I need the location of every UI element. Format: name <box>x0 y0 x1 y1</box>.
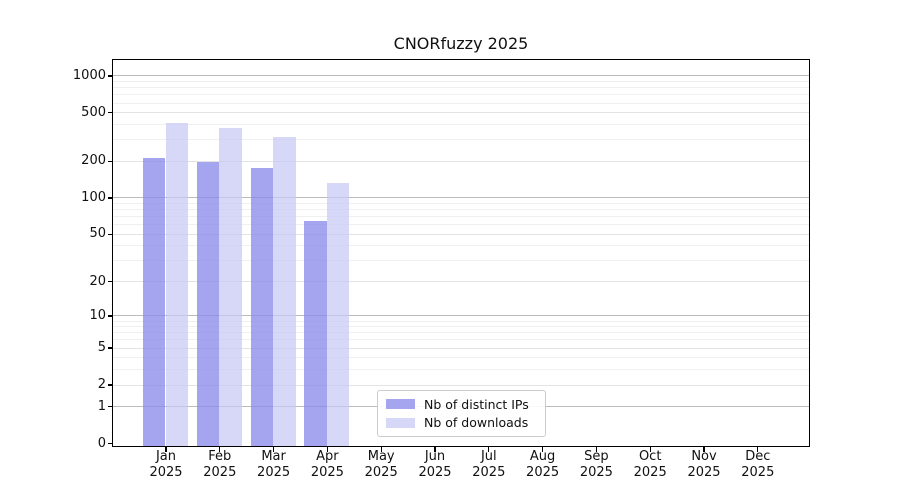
legend: Nb of distinct IPs Nb of downloads <box>377 390 546 437</box>
x-tick-label: Jul 2025 <box>472 449 506 480</box>
y-tick-mark <box>108 75 113 77</box>
y-gridline-minor <box>113 209 809 211</box>
y-tick-label: 20 <box>89 273 106 289</box>
y-tick-mark <box>108 280 113 283</box>
x-tick-mark <box>703 447 705 452</box>
y-gridline-major <box>113 315 809 317</box>
bar-downloads-mar <box>273 137 296 446</box>
y-gridline-minor <box>113 260 809 262</box>
y-tick-label: 0 <box>97 435 106 451</box>
x-tick-label: Apr 2025 <box>310 449 344 480</box>
y-gridline-minor <box>113 320 809 322</box>
plot-area <box>112 59 810 447</box>
bar-downloads-jan <box>165 123 189 446</box>
legend-item-distinct-ips: Nb of distinct IPs <box>386 397 537 412</box>
y-tick-label: 2 <box>97 377 106 393</box>
x-tick-mark <box>541 447 544 452</box>
x-tick-label: Sep 2025 <box>579 449 613 480</box>
bar-distinct-ips-apr <box>304 220 327 446</box>
y-gridline-minor <box>113 81 809 83</box>
y-tick-mark <box>108 233 113 235</box>
y-gridline-minor <box>113 87 809 89</box>
y-gridline-major <box>113 197 809 199</box>
y-tick-mark <box>108 112 113 114</box>
y-gridline-major <box>113 75 809 77</box>
chart-title: CNORfuzzy 2025 <box>393 34 529 53</box>
legend-swatch-downloads <box>386 417 415 428</box>
legend-swatch-distinct-ips <box>386 399 415 410</box>
y-gridline-minor <box>113 369 809 371</box>
y-gridline-minor <box>113 357 809 359</box>
bar-downloads-feb <box>219 128 242 446</box>
x-tick-mark <box>272 447 275 452</box>
y-tick-mark <box>108 160 113 163</box>
y-tick-label: 10 <box>89 307 106 323</box>
x-tick-label: Nov 2025 <box>687 449 721 480</box>
y-gridline <box>113 233 809 235</box>
y-gridline-minor <box>113 102 809 104</box>
y-tick-label: 1000 <box>72 67 106 83</box>
y-tick-mark <box>108 197 113 199</box>
y-gridline-minor <box>113 124 809 126</box>
y-tick-label: 500 <box>81 104 106 120</box>
x-tick-label: Oct 2025 <box>633 449 667 480</box>
legend-item-downloads: Nb of downloads <box>386 415 537 430</box>
bar-distinct-ips-mar <box>250 167 274 446</box>
y-gridline <box>113 281 809 283</box>
y-tick-mark <box>108 347 113 349</box>
x-tick-label: Jun 2025 <box>418 449 452 480</box>
y-gridline <box>113 160 809 162</box>
x-tick-mark <box>326 447 329 452</box>
y-tick-label: 1 <box>97 398 106 414</box>
y-gridline <box>113 112 809 114</box>
legend-label-downloads: Nb of downloads <box>424 415 529 431</box>
y-gridline-minor <box>113 332 809 334</box>
x-tick-mark <box>165 447 167 452</box>
y-tick-label: 100 <box>81 189 106 205</box>
y-gridline-minor <box>113 326 809 328</box>
y-gridline-minor <box>113 203 809 205</box>
x-tick-mark <box>380 447 382 452</box>
y-gridline-minor <box>113 216 809 218</box>
x-tick-mark <box>434 447 436 452</box>
bar-distinct-ips-feb <box>196 161 220 446</box>
x-tick-label: May 2025 <box>364 449 398 480</box>
x-tick-label: Feb 2025 <box>203 449 237 480</box>
y-tick-label: 5 <box>97 340 106 356</box>
x-tick-label: Mar 2025 <box>257 449 291 480</box>
x-tick-mark <box>219 447 221 452</box>
x-tick-mark <box>757 447 759 452</box>
y-tick-mark <box>108 384 113 386</box>
x-tick-label: Dec 2025 <box>741 449 775 480</box>
bar-downloads-apr <box>326 182 350 446</box>
x-tick-mark <box>595 447 598 452</box>
y-tick-label: 200 <box>81 153 106 169</box>
y-tick-label: 50 <box>89 226 106 242</box>
x-tick-mark <box>488 447 490 452</box>
y-gridline-minor <box>113 139 809 141</box>
y-gridline-minor <box>113 224 809 226</box>
y-gridline-minor <box>113 339 809 341</box>
y-tick-mark <box>108 405 113 408</box>
y-gridline <box>113 384 809 386</box>
y-gridline-minor <box>113 245 809 247</box>
y-tick-mark <box>108 315 113 317</box>
x-tick-label: Jan 2025 <box>149 449 183 480</box>
legend-label-distinct-ips: Nb of distinct IPs <box>424 396 529 412</box>
x-tick-mark <box>649 447 651 452</box>
y-gridline-minor <box>113 94 809 96</box>
y-tick-mark <box>108 442 113 445</box>
bar-distinct-ips-jan <box>142 158 166 446</box>
y-gridline <box>113 347 809 349</box>
x-tick-label: Aug 2025 <box>526 449 560 480</box>
